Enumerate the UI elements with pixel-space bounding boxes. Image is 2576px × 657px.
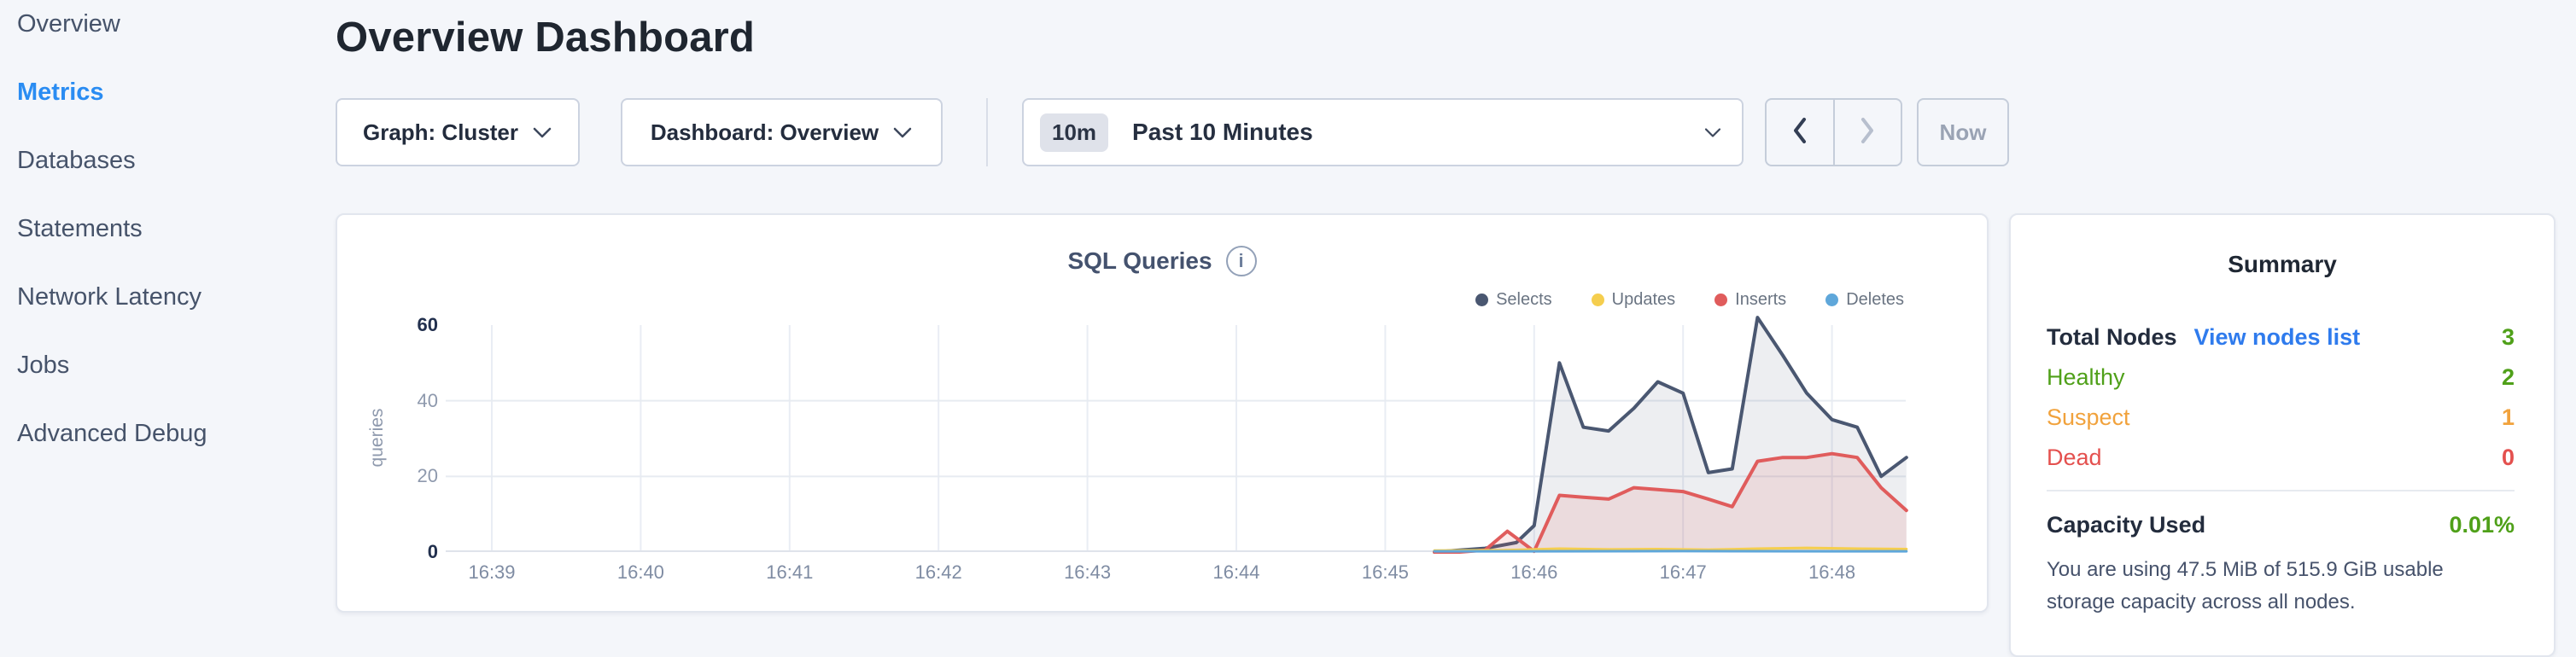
y-axis-tick-label: 0: [353, 541, 438, 563]
dashboard-dropdown[interactable]: Dashboard: Overview: [621, 98, 943, 166]
chevron-down-icon: [532, 126, 552, 139]
x-axis-tick-label: 16:39: [453, 561, 530, 584]
capacity-description: You are using 47.5 MiB of 515.9 GiB usab…: [2047, 554, 2512, 619]
capacity-row: Capacity Used 0.01%: [2047, 505, 2515, 545]
suspect-value: 1: [2502, 404, 2515, 431]
previous-time-button[interactable]: [1767, 100, 1833, 165]
legend-item-updates[interactable]: Updates: [1592, 290, 1676, 310]
sidebar-item-advanced-debug[interactable]: Advanced Debug: [17, 418, 324, 449]
x-axis-tick-label: 16:46: [1496, 561, 1573, 584]
x-axis-tick-label: 16:40: [602, 561, 679, 584]
legend-item-deletes[interactable]: Deletes: [1825, 290, 1904, 310]
chart-legend: Selects Updates Inserts Deletes: [1475, 290, 1904, 310]
x-axis-tick-label: 16:42: [900, 561, 977, 584]
legend-label: Updates: [1612, 290, 1676, 310]
legend-dot-selects: [1475, 294, 1488, 306]
dead-nodes-row: Dead 0: [2047, 438, 2515, 478]
chevron-down-icon: [892, 126, 913, 139]
y-axis-tick-label: 40: [353, 390, 438, 412]
suspect-nodes-row: Suspect 1: [2047, 398, 2515, 438]
chevron-down-icon: [1704, 127, 1721, 138]
sql-queries-plot[interactable]: [446, 325, 1906, 552]
sidebar-item-databases[interactable]: Databases: [17, 145, 324, 176]
healthy-nodes-row: Healthy 2: [2047, 358, 2515, 398]
total-nodes-label: Total Nodes: [2047, 324, 2177, 351]
sidebar-item-jobs[interactable]: Jobs: [17, 350, 324, 381]
legend-dot-inserts: [1714, 294, 1727, 306]
chart-title: SQL Queries: [1067, 247, 1212, 275]
info-circle-icon[interactable]: i: [1226, 246, 1257, 276]
graph-scope-dropdown-label: Graph: Cluster: [363, 119, 518, 146]
x-axis-tick-label: 16:45: [1346, 561, 1423, 584]
now-button-label: Now: [1940, 119, 1987, 146]
page-title: Overview Dashboard: [336, 14, 755, 61]
time-pager: [1765, 98, 1902, 166]
capacity-used-value: 0.01%: [2449, 512, 2515, 538]
sql-queries-chart-card: SQL Queries i Selects Updates Inserts Delet…: [336, 213, 1989, 613]
x-axis-tick-label: 16:44: [1198, 561, 1275, 584]
legend-item-selects[interactable]: Selects: [1475, 290, 1552, 310]
chevron-right-icon: [1858, 116, 1877, 149]
sidebar-item-metrics[interactable]: Metrics: [17, 77, 324, 108]
x-axis-tick-label: 16:48: [1794, 561, 1871, 584]
sidebar-item-network-latency[interactable]: Network Latency: [17, 282, 324, 312]
app-root: { "sidebar": { "items": [ { "label": "Ov…: [0, 0, 2576, 623]
x-axis-tick-label: 16:43: [1049, 561, 1126, 584]
dead-label: Dead: [2047, 445, 2102, 471]
y-axis-tick-label: 20: [353, 465, 438, 487]
legend-label: Selects: [1496, 290, 1552, 310]
capacity-used-label: Capacity Used: [2047, 512, 2205, 538]
time-range-label: Past 10 Minutes: [1132, 119, 1691, 146]
healthy-value: 2: [2502, 364, 2515, 391]
legend-dot-updates: [1592, 294, 1604, 306]
healthy-label: Healthy: [2047, 364, 2125, 391]
summary-panel: Summary Total Nodes View nodes list 3 He…: [2009, 213, 2556, 657]
legend-label: Deletes: [1846, 290, 1904, 310]
summary-title: Summary: [2011, 251, 2554, 278]
legend-item-inserts[interactable]: Inserts: [1714, 290, 1786, 310]
y-axis-tick-label: 60: [353, 314, 438, 336]
dead-value: 0: [2502, 445, 2515, 471]
summary-divider: [2047, 490, 2515, 491]
time-range-badge: 10m: [1040, 113, 1108, 152]
total-nodes-row: Total Nodes View nodes list 3: [2047, 317, 2515, 358]
sidebar-item-overview[interactable]: Overview: [17, 9, 324, 39]
suspect-label: Suspect: [2047, 404, 2130, 431]
time-range-dropdown[interactable]: 10m Past 10 Minutes: [1022, 98, 1744, 166]
view-nodes-list-link[interactable]: View nodes list: [2194, 324, 2361, 351]
legend-label: Inserts: [1735, 290, 1786, 310]
graph-scope-dropdown[interactable]: Graph: Cluster: [336, 98, 580, 166]
sidebar-nav: Overview Metrics Databases Statements Networ…: [0, 0, 324, 623]
legend-dot-deletes: [1825, 294, 1838, 306]
controls-divider: [986, 98, 988, 166]
now-button[interactable]: Now: [1917, 98, 2009, 166]
x-axis-tick-label: 16:41: [751, 561, 828, 584]
total-nodes-value: 3: [2502, 324, 2515, 351]
x-axis-tick-label: 16:47: [1644, 561, 1721, 584]
chevron-left-icon: [1790, 116, 1809, 149]
dashboard-dropdown-label: Dashboard: Overview: [651, 119, 879, 146]
sidebar-item-statements[interactable]: Statements: [17, 213, 324, 244]
next-time-button[interactable]: [1833, 100, 1901, 165]
